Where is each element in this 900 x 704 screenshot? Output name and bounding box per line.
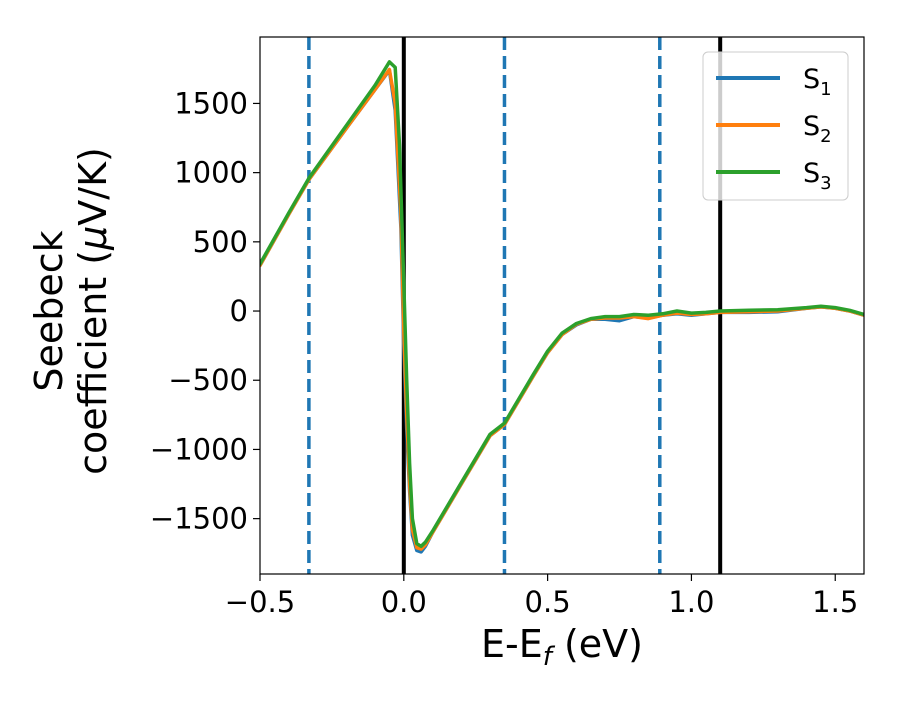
legend-label-s2: S2 (803, 111, 832, 147)
plot-frame (259, 36, 865, 575)
legend-label-s3: S3 (803, 158, 832, 194)
legend: S1 S2 S3 (702, 51, 849, 201)
y-tick-label: −1000 (150, 432, 248, 466)
x-tick-label: 0.0 (381, 585, 427, 619)
x-tick-label: 1.5 (812, 585, 858, 619)
reference-lines (307, 37, 723, 574)
y-tick-label: 500 (193, 225, 248, 259)
y-tick-label: −1500 (150, 502, 248, 536)
x-axis-title: E-Ef (eV) (481, 622, 643, 672)
y-tick-label: 0 (230, 294, 248, 328)
x-tick-label: −0.5 (225, 585, 295, 619)
y-tick-label: 1000 (174, 156, 248, 190)
legend-label-s1: S1 (803, 64, 832, 100)
y-axis-title-line2: coefficient (μV/K) (71, 147, 115, 475)
series-lines (260, 60, 864, 554)
y-tick-label: −500 (168, 363, 248, 397)
y-axis-ticks: −1500 −1000 −500 0 500 1000 1500 (150, 86, 260, 536)
series-line-s3 (260, 60, 864, 549)
y-axis-title: Seebeck coefficient (μV/K) (27, 147, 115, 475)
y-tick-label: 1500 (174, 86, 248, 120)
x-tick-label: 1.0 (668, 585, 714, 619)
x-tick-label: 0.5 (525, 585, 571, 619)
x-axis-ticks: −0.5 0.0 0.5 1.0 1.5 (225, 574, 858, 619)
y-axis-title-line1: Seebeck (27, 230, 71, 391)
